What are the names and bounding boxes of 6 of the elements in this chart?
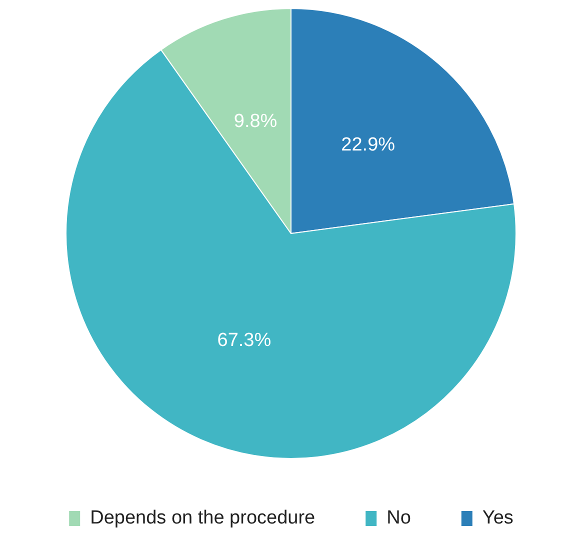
data-label: 22.9%	[341, 134, 396, 156]
legend-label: No	[386, 508, 411, 529]
legend-label: Yes	[482, 508, 514, 529]
data-label: 67.3%	[217, 330, 272, 351]
data-label: 9.8%	[234, 111, 278, 132]
legend-label: Depends on the procedure	[90, 508, 316, 529]
